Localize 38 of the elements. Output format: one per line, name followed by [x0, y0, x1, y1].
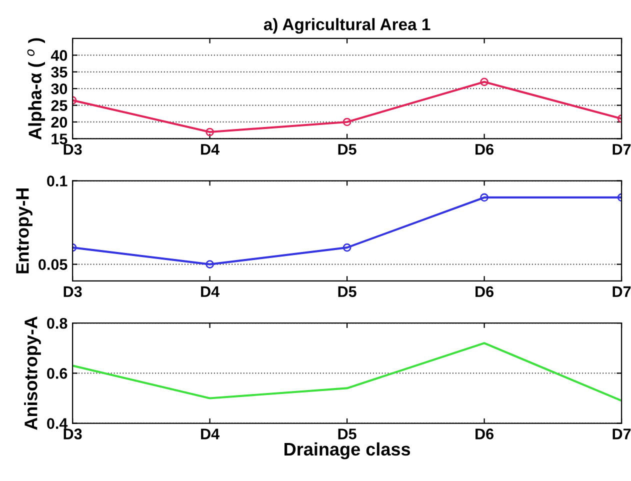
point	[206, 128, 214, 136]
line-series	[72, 342, 622, 402]
y-tick-label: 40	[50, 50, 68, 61]
x-tick-label: D3	[64, 144, 82, 155]
x-tick-label: D6	[476, 144, 494, 155]
x-tick-label: D3	[64, 428, 82, 440]
point	[206, 260, 214, 268]
y-tick-label: 0.6	[47, 368, 68, 379]
y-tick-label: 0.4	[47, 418, 68, 429]
x-tick-label: D5	[338, 144, 356, 155]
x-tick-label: D3	[64, 286, 82, 298]
y-tick-label: 15	[52, 134, 68, 144]
y-axis-title: Entropy-H	[16, 188, 32, 274]
y-tick-label: 30	[51, 83, 68, 94]
point	[480, 193, 488, 202]
x-tick-label: D7	[612, 286, 631, 297]
y-axis-title: Anisotropy-A	[24, 316, 41, 430]
x-tick-label: D4	[201, 144, 220, 155]
y-tick-label: 35	[51, 66, 68, 78]
y-tick-label: 0.8	[47, 318, 68, 329]
x-tick-label: D7	[612, 144, 631, 155]
y-axis-title: Alpha-α ( $^{o}$ )	[27, 38, 46, 140]
chart-title: a) Agricultural Area 1	[264, 18, 430, 34]
x-tick-label: D7	[612, 428, 631, 440]
point	[480, 78, 488, 86]
x-tick-label: D5	[338, 428, 356, 440]
point	[342, 118, 352, 126]
y-tick-label: 0.05	[38, 259, 68, 270]
y-tick-label: 25	[51, 100, 68, 111]
x-tick-label: D4	[201, 428, 220, 440]
y-tick-label: 20	[51, 116, 68, 128]
x-tick-label: D6	[476, 428, 494, 440]
x-tick-label: D5	[338, 286, 356, 298]
x-tick-label: D6	[476, 286, 494, 298]
x-axis-title: Drainage class	[284, 442, 410, 460]
point	[342, 243, 352, 252]
x-tick-label: D4	[201, 286, 220, 297]
y-tick-label: 0.1	[47, 176, 68, 186]
